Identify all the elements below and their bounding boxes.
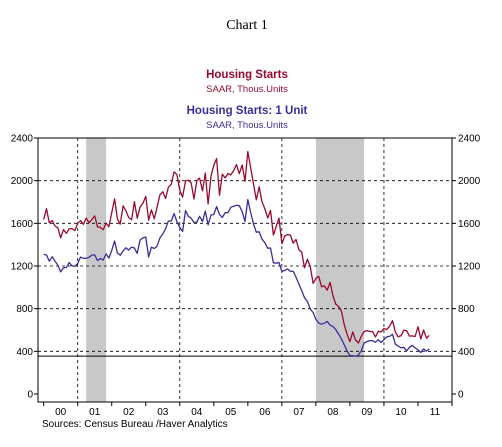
x-tick-label: 01 [89, 407, 101, 418]
y-tick-label-left: 0 [27, 390, 33, 401]
series-1-units: SAAR, Thous.Units [206, 84, 288, 95]
x-tick-label: 11 [430, 407, 441, 418]
gridlines [38, 138, 452, 402]
x-tick-label: 02 [123, 407, 135, 418]
y-tick-label-right: 400 [458, 347, 475, 358]
y-tick-label-left: 1600 [11, 219, 34, 230]
y-tick-label-left: 2400 [11, 134, 34, 145]
y-tick-label-left: 400 [16, 347, 33, 358]
y-tick-label-right: 1600 [458, 219, 481, 230]
y-tick-label-right: 1200 [458, 262, 481, 273]
x-tick-label: 07 [293, 407, 305, 418]
y-tick-label-left: 2000 [11, 176, 34, 187]
series-1-title: Housing Starts [206, 69, 288, 81]
y-tick-label-left: 1200 [11, 262, 34, 273]
y-tick-label-right: 2400 [458, 134, 481, 145]
source-note: Sources: Census Bureau /Haver Analytics [42, 419, 228, 430]
recession-shading [86, 138, 365, 402]
series-line-2 [43, 198, 430, 357]
y-tick-label-right: 800 [458, 304, 475, 315]
chart-title: Chart 1 [226, 18, 268, 33]
x-tick-label: 04 [191, 407, 203, 418]
x-tick-label: 08 [327, 407, 339, 418]
x-tick-label: 10 [395, 407, 407, 418]
x-tick-label: 05 [225, 407, 237, 418]
plot-frame [37, 137, 453, 403]
x-tick-label: 09 [361, 407, 373, 418]
series-2-title: Housing Starts: 1 Unit [187, 105, 308, 117]
x-tick-label: 00 [55, 407, 67, 418]
axis-ticks [34, 137, 456, 406]
y-tick-label-right: 2000 [458, 176, 481, 187]
y-tick-label-left: 800 [16, 304, 33, 315]
series-lines [43, 150, 430, 357]
x-tick-label: 03 [157, 407, 169, 418]
recession-band [315, 138, 365, 402]
y-tick-label-right: 0 [458, 390, 464, 401]
series-2-units: SAAR, Thous.Units [206, 120, 288, 131]
x-tick-label: 06 [259, 407, 271, 418]
series-line-1 [43, 150, 430, 344]
recession-band [86, 138, 107, 402]
